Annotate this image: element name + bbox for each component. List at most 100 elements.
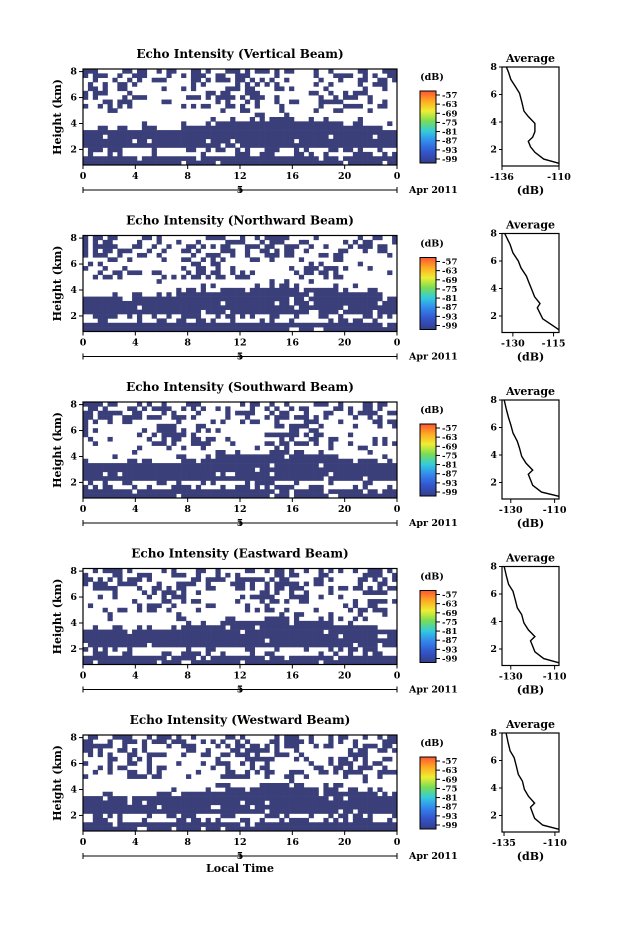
echo-cell [362, 471, 368, 477]
echo-cell [205, 160, 211, 166]
echo-cell [357, 125, 363, 131]
echo-cell [264, 603, 270, 609]
echo-cell [308, 655, 314, 661]
echo-cell [136, 800, 143, 806]
echo-cell [156, 134, 162, 140]
echo-cell [225, 244, 231, 249]
echo-cell [367, 160, 373, 166]
echo-cell [146, 134, 152, 140]
echo-cell [352, 655, 359, 661]
echo-cell [293, 287, 300, 293]
echo-cell [83, 739, 89, 745]
echo-cell [244, 244, 251, 249]
echo-cell [195, 270, 202, 276]
echo-cell [136, 270, 143, 276]
echo-cell [112, 471, 118, 477]
panel4-profile-y-tick-label: 6 [490, 589, 497, 600]
echo-cell [87, 134, 94, 140]
echo-cell [357, 261, 363, 267]
echo-cell [269, 244, 275, 249]
panel2-y-tick-label: 6 [70, 259, 77, 270]
echo-cell [249, 95, 256, 100]
echo-cell [181, 458, 187, 464]
echo-cell [318, 651, 324, 657]
echo-cell [240, 125, 246, 131]
echo-cell [254, 633, 260, 639]
echo-cell [132, 599, 138, 604]
echo-cell [387, 800, 393, 806]
echo-cell [303, 581, 309, 587]
echo-cell [284, 804, 290, 810]
echo-cell [362, 467, 368, 473]
echo-cell [186, 826, 192, 832]
echo-cell [195, 300, 202, 306]
echo-cell [303, 822, 309, 827]
echo-cell [190, 638, 197, 643]
echo-cell [284, 445, 290, 451]
echo-cell [240, 484, 246, 490]
echo-cell [318, 568, 324, 574]
echo-cell [240, 761, 246, 766]
echo-cell [235, 629, 241, 635]
echo-cell [362, 327, 368, 332]
echo-cell [392, 327, 398, 332]
echo-cell [279, 804, 285, 810]
echo-cell [318, 581, 324, 587]
echo-cell [132, 752, 138, 758]
echo-cell [240, 454, 246, 460]
echo-cell [333, 147, 339, 153]
echo-cell [151, 638, 157, 643]
echo-cell [195, 77, 202, 83]
echo-cell [338, 826, 344, 832]
echo-cell [284, 305, 290, 310]
echo-cell [328, 160, 334, 166]
echo-cell [377, 607, 383, 613]
panel3-colorbar-tick-label: -75 [442, 451, 457, 461]
echo-cell [215, 305, 221, 310]
echo-cell [338, 655, 344, 661]
echo-cell [186, 327, 192, 332]
echo-cell [343, 143, 349, 148]
echo-cell [323, 800, 329, 806]
echo-cell [328, 655, 334, 661]
echo-cell [303, 590, 309, 595]
echo-cell [156, 160, 162, 166]
echo-cell [146, 800, 152, 806]
echo-cell [357, 117, 363, 122]
echo-cell [190, 441, 197, 446]
echo-cell [293, 130, 300, 135]
echo-cell [372, 235, 378, 241]
echo-cell [289, 633, 295, 639]
echo-cell [210, 252, 216, 258]
echo-cell [367, 463, 373, 468]
echo-cell [117, 143, 123, 148]
echo-cell [362, 138, 368, 144]
panel5-profile-title: Average [505, 718, 555, 731]
echo-cell [254, 130, 260, 135]
echo-cell [117, 493, 123, 499]
echo-cell [274, 125, 280, 131]
echo-cell [83, 252, 89, 258]
echo-cell [146, 156, 152, 161]
echo-cell [352, 493, 359, 499]
panel1-x-tick-label: 16 [286, 171, 300, 182]
echo-cell [205, 822, 211, 827]
echo-cell [141, 467, 148, 473]
echo-cell [112, 594, 118, 600]
echo-cell [254, 296, 260, 302]
echo-cell [181, 143, 187, 148]
echo-cell [362, 625, 368, 630]
echo-cell [338, 318, 344, 324]
echo-cell [83, 410, 89, 416]
echo-cell [195, 95, 202, 100]
echo-cell [195, 463, 202, 468]
echo-cell [136, 134, 143, 140]
echo-cell [362, 314, 368, 319]
echo-cell [87, 406, 94, 412]
echo-cell [338, 585, 344, 591]
echo-cell [372, 800, 378, 806]
echo-cell [240, 594, 246, 600]
echo-cell [156, 585, 162, 591]
echo-cell [215, 822, 221, 827]
echo-cell [244, 804, 251, 810]
